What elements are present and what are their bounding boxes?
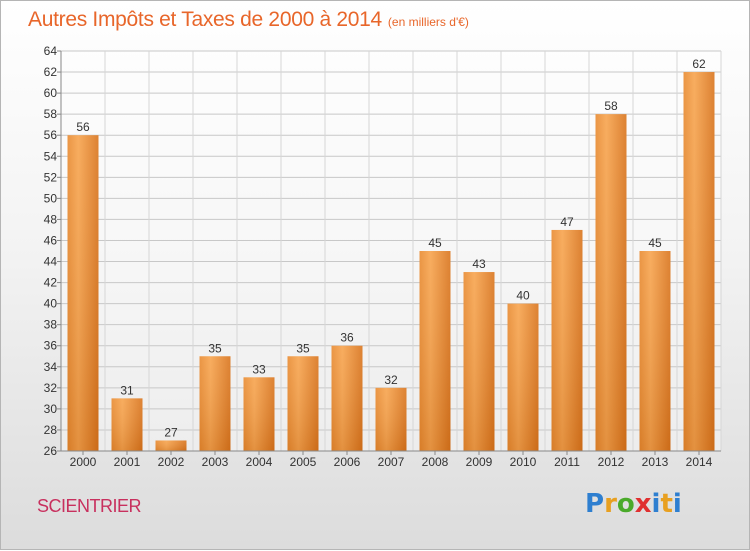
proxiti-logo: Proxiti [585,489,682,519]
data-label: 45 [648,236,662,250]
x-tick-label: 2000 [70,455,97,469]
y-tick-label: 44 [44,255,58,269]
y-tick-label: 58 [44,107,58,121]
data-label: 58 [604,99,618,113]
x-tick-label: 2005 [290,455,317,469]
bar-shade [287,356,319,451]
data-label: 56 [76,120,90,134]
data-label: 35 [208,341,222,355]
bar-shade [683,72,715,451]
data-label: 35 [296,341,310,355]
bar-shade [639,251,671,451]
data-label: 45 [428,236,442,250]
data-label: 36 [340,331,354,345]
x-tick-label: 2003 [202,455,229,469]
data-label: 47 [560,215,574,229]
commune-name: SCIENTRIER [37,496,142,516]
y-tick-label: 60 [44,86,58,100]
x-tick-label: 2014 [686,455,713,469]
bar-shade [463,272,495,451]
y-tick-label: 50 [44,191,58,205]
data-labels: 56 31 27 35 33 35 36 32 45 43 40 47 58 45 62 [76,57,706,439]
y-tick-label: 48 [44,212,58,226]
y-tick-label: 40 [44,297,58,311]
y-tick-label: 64 [44,44,58,58]
data-label: 33 [252,362,266,376]
bar-shade [67,135,99,452]
bar-shade [331,345,363,451]
bar-shade [507,303,539,451]
y-tick-label: 46 [44,233,58,247]
x-tick-label: 2012 [598,455,625,469]
x-tick-label: 2009 [466,455,493,469]
bar-shade [111,398,143,451]
bar-shade [375,387,407,451]
bars [67,72,715,452]
bar-shade [155,440,187,451]
axes: 26 28 30 32 34 36 38 40 42 44 46 48 50 52 54 56 58 60 62 64… [44,44,721,469]
y-tick-label: 52 [44,170,58,184]
chart-subtitle: (en milliers d'€) [387,15,469,29]
data-label: 43 [472,257,486,271]
data-label: 62 [692,57,706,71]
x-tick-label: 2006 [334,455,361,469]
y-tick-label: 42 [44,276,58,290]
y-tick-label: 36 [44,339,58,353]
x-tick-label: 2004 [246,455,273,469]
y-tick-label: 30 [44,402,58,416]
x-tick-label: 2013 [642,455,669,469]
x-tick-label: 2007 [378,455,405,469]
data-label: 40 [516,289,530,303]
bar-shade [595,114,627,451]
y-tick-label: 62 [44,65,58,79]
y-tick-label: 28 [44,423,58,437]
x-tick-label: 2011 [554,455,580,469]
data-label: 31 [120,383,134,397]
y-tick-label: 34 [44,360,58,374]
bar-shade [243,377,275,451]
x-tick-label: 2010 [510,455,537,469]
x-tick-label: 2008 [422,455,449,469]
y-tick-label: 54 [44,149,58,163]
y-tick-label: 32 [44,381,58,395]
bar-shade [419,251,451,451]
y-tick-label: 38 [44,318,58,332]
data-label: 27 [164,425,178,439]
y-tick-label: 56 [44,128,58,142]
chart-title: Autres Impôts et Taxes de 2000 à 2014 (en… [28,8,469,32]
y-tick-label: 26 [44,444,58,458]
bar-shade [199,356,231,451]
data-label: 32 [384,373,398,387]
x-tick-label: 2002 [158,455,185,469]
bar-shade [551,229,583,451]
x-tick-label: 2001 [114,455,141,469]
title-text: Autres Impôts et Taxes de 2000 à 2014 [28,8,382,31]
